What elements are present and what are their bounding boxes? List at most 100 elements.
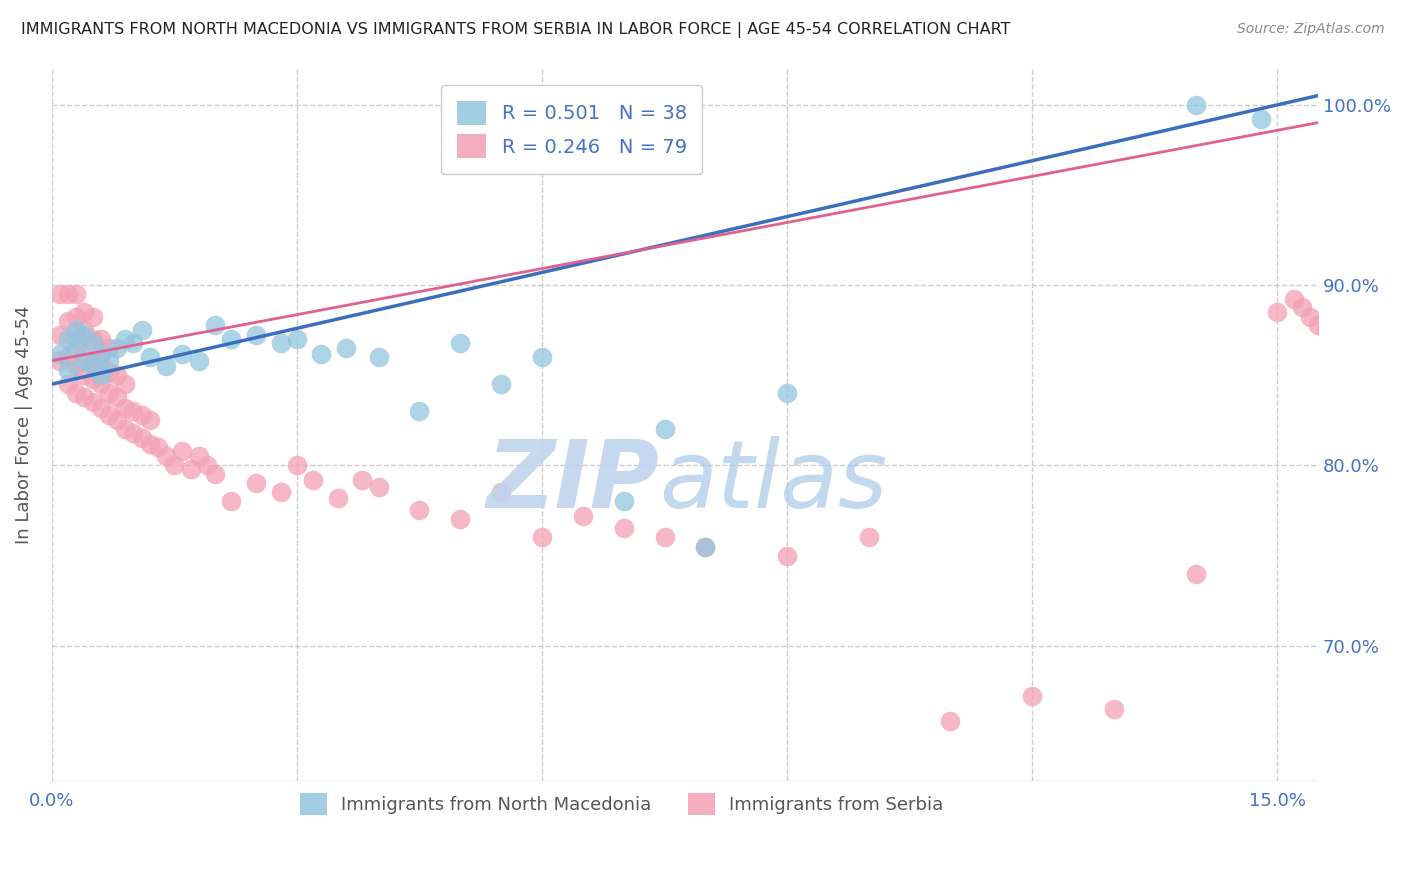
Point (122, 425, 145, 440)
Point (180, 462, 202, 476)
Point (131, 408, 153, 422)
Point (1282, 293, 1305, 307)
Point (56, 350, 79, 364)
Point (65, 323, 87, 337)
Point (139, 436, 162, 450)
Point (65, 341, 87, 355)
Point (105, 390, 128, 404)
Text: atlas: atlas (659, 436, 887, 527)
Text: ZIP: ZIP (486, 436, 659, 528)
Point (114, 401, 136, 415)
Point (49, 353, 72, 368)
Point (1102, 702, 1125, 716)
Point (163, 458, 186, 473)
Point (311, 346, 333, 360)
Point (195, 458, 218, 473)
Point (408, 404, 430, 418)
Point (65, 310, 87, 325)
Point (939, 714, 962, 729)
Point (221, 332, 243, 346)
Point (654, 531, 676, 545)
Point (56, 332, 79, 346)
Point (139, 350, 162, 364)
Point (613, 521, 636, 535)
Point (97, 386, 120, 401)
Point (613, 494, 636, 508)
Point (90, 332, 112, 346)
Point (302, 473, 325, 487)
Point (695, 540, 717, 554)
Point (114, 332, 136, 346)
Point (49, 346, 72, 360)
Point (131, 431, 153, 445)
Point (367, 350, 389, 364)
Point (204, 318, 226, 332)
Point (326, 491, 349, 505)
Point (56, 363, 79, 377)
Point (187, 450, 209, 464)
Point (82, 310, 104, 325)
Point (858, 531, 880, 545)
Point (90, 401, 112, 415)
Point (82, 359, 104, 373)
Point (352, 473, 374, 487)
Point (1184, 97, 1206, 112)
Point (408, 503, 430, 517)
Point (245, 328, 267, 343)
Point (65, 332, 87, 346)
Text: IMMIGRANTS FROM NORTH MACEDONIA VS IMMIGRANTS FROM SERBIA IN LABOR FORCE | AGE 4: IMMIGRANTS FROM NORTH MACEDONIA VS IMMIG… (21, 22, 1011, 38)
Point (654, 422, 676, 436)
Point (449, 335, 471, 350)
Point (1308, 318, 1330, 332)
Point (97, 353, 120, 368)
Point (90, 346, 112, 360)
Point (695, 540, 717, 554)
Point (73, 346, 96, 360)
Point (1291, 300, 1313, 314)
Point (572, 508, 595, 523)
Point (1299, 310, 1322, 325)
Point (367, 480, 389, 494)
Point (65, 359, 87, 373)
Point (105, 368, 128, 383)
Y-axis label: In Labor Force | Age 45-54: In Labor Force | Age 45-54 (15, 305, 32, 544)
Point (270, 485, 292, 500)
Point (270, 335, 292, 350)
Point (114, 422, 136, 436)
Point (1021, 690, 1043, 704)
Point (187, 353, 209, 368)
Point (245, 476, 267, 491)
Point (49, 287, 72, 301)
Point (97, 341, 120, 355)
Point (776, 386, 799, 401)
Point (105, 341, 128, 355)
Point (776, 549, 799, 563)
Point (73, 353, 96, 368)
Point (90, 377, 112, 392)
Point (1265, 305, 1288, 319)
Point (1184, 566, 1206, 581)
Point (155, 450, 177, 464)
Point (97, 408, 120, 422)
Point (82, 372, 104, 386)
Point (65, 287, 87, 301)
Point (139, 413, 162, 427)
Point (172, 444, 194, 458)
Point (489, 377, 512, 392)
Point (114, 377, 136, 392)
Point (285, 458, 308, 473)
Point (82, 335, 104, 350)
Point (49, 328, 72, 343)
Point (65, 386, 87, 401)
Point (105, 413, 128, 427)
Point (73, 323, 96, 337)
Point (82, 395, 104, 409)
Point (90, 353, 112, 368)
Point (56, 314, 79, 328)
Point (97, 365, 120, 379)
Point (73, 390, 96, 404)
Point (122, 335, 145, 350)
Point (530, 531, 553, 545)
Point (73, 328, 96, 343)
Point (90, 368, 112, 383)
